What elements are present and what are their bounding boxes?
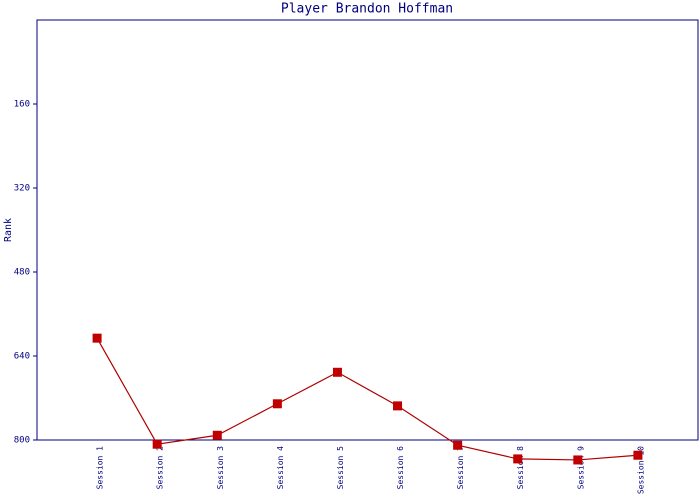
y-tick-label: 640 [14, 352, 30, 362]
data-point [332, 367, 342, 377]
x-tick-label: Session 6 [396, 446, 405, 490]
x-tick-label: Session 3 [216, 446, 225, 490]
data-point [573, 455, 583, 465]
x-tick-label: Session 2 [156, 446, 165, 490]
data-point [92, 333, 102, 343]
data-point [393, 401, 403, 411]
x-tick-label: Session 5 [336, 446, 345, 490]
data-point [513, 454, 523, 464]
data-point [453, 440, 463, 450]
plot-frame [36, 19, 699, 441]
x-tick-label: Session 7 [456, 446, 465, 490]
x-tick-label: Session 9 [576, 446, 585, 490]
chart-title: Player Brandon Hoffman [281, 2, 453, 17]
data-point [212, 430, 222, 440]
y-tick-label: 320 [14, 184, 30, 194]
y-tick-label: 480 [14, 268, 30, 278]
x-tick-label: Session 4 [276, 446, 285, 490]
data-point [633, 450, 643, 460]
x-tick-label: Session 1 [96, 446, 105, 490]
x-tick-label: Session 8 [516, 446, 525, 490]
x-tick-label: Session 10 [636, 446, 645, 494]
y-tick-label: 800 [14, 436, 30, 446]
data-point [152, 439, 162, 449]
y-tick-label: 160 [14, 100, 30, 110]
data-point [272, 399, 282, 409]
y-axis-label: Rank [3, 218, 14, 242]
data-line [96, 337, 638, 461]
